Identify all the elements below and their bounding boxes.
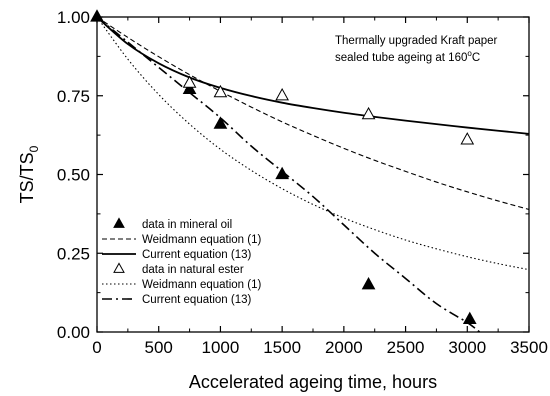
axis-ticks <box>96 16 530 333</box>
x-tick-label: 1500 <box>263 338 301 357</box>
mineral-oil-point <box>462 311 477 325</box>
natural-ester-point <box>460 132 475 145</box>
mineral-oil-point <box>182 81 197 95</box>
legend-label: data in natural ester <box>142 264 244 276</box>
plot-curves <box>97 17 529 332</box>
y-axis-title: TS/TS0 <box>17 145 41 203</box>
legend-label: Current equation (13) <box>142 249 251 261</box>
legend-marker <box>113 217 125 228</box>
y-tick-label: 1.00 <box>57 8 90 27</box>
mineral-oil-point <box>275 166 289 180</box>
y-tick-label: 0.75 <box>57 87 90 106</box>
y-axis-title-main: TS/TS <box>17 152 37 203</box>
legend: data in mineral oil Weidmann equation (1)… <box>102 217 261 306</box>
mineral-oil-point <box>361 277 376 290</box>
y-axis-title-subscript: 0 <box>27 145 41 152</box>
x-tick-label: 1000 <box>202 338 240 357</box>
legend-label: Current equation (13) <box>142 294 251 306</box>
natural-ester-point <box>275 88 289 101</box>
x-axis-title: Accelerated ageing time, hours <box>189 372 437 392</box>
mineral-oil-point <box>213 116 228 129</box>
annotation-degree: o <box>467 49 472 58</box>
natural-ester-point <box>213 84 228 98</box>
tick-labels: 0 500 1000 1500 2000 2500 3000 3500 0.00 0.25 0.50… <box>57 8 548 357</box>
legend-label: Weidmann equation (1) <box>142 234 261 246</box>
legend-label: Weidmann equation (1) <box>142 279 261 291</box>
legend-label: data in mineral oil <box>142 219 232 231</box>
x-tick-label: 500 <box>145 338 173 357</box>
y-tick-label: 0.25 <box>57 244 90 263</box>
x-tick-label: 0 <box>92 338 101 357</box>
annotation-line2-main: sealed tube ageing at 160 <box>335 52 467 64</box>
plot-markers <box>90 9 477 325</box>
series-line-dash-dot <box>97 17 481 332</box>
y-tick-label: 0.50 <box>57 166 90 185</box>
x-tick-label: 2500 <box>387 338 425 357</box>
annotation-line2: sealed tube ageing at 160oC <box>335 49 480 64</box>
natural-ester-point <box>361 106 376 120</box>
y-tick-label: 0.00 <box>57 323 90 342</box>
x-tick-label: 3500 <box>510 338 548 357</box>
natural-ester-point <box>182 75 197 88</box>
annotation-unit: C <box>472 52 480 64</box>
x-tick-label: 2000 <box>325 338 363 357</box>
x-tick-label: 3000 <box>448 338 486 357</box>
annotation: Thermally upgraded Kraft paper sealed tu… <box>335 35 498 64</box>
legend-marker <box>113 262 125 273</box>
annotation-line1: Thermally upgraded Kraft paper <box>335 35 498 47</box>
series-line-dashed <box>97 17 529 210</box>
series-line-solid <box>97 17 529 135</box>
